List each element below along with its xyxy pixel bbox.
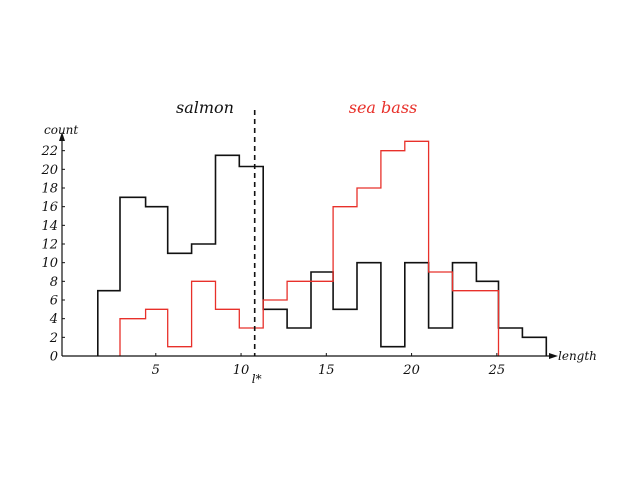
class-label-salmon: salmon [176, 98, 234, 117]
y-tick-label: 8 [50, 275, 58, 290]
histogram-bar [239, 328, 263, 356]
histogram-bar [453, 291, 477, 356]
histogram-bar [216, 155, 240, 356]
histogram-bar [405, 263, 429, 356]
y-tick-label: 12 [41, 238, 58, 253]
histogram-bar [120, 197, 146, 356]
histogram-outline [97, 154, 548, 356]
y-tick-label: 4 [49, 312, 58, 327]
x-axis-arrowhead [549, 353, 558, 359]
y-tick-label: 22 [40, 144, 58, 159]
histogram-bar [499, 328, 523, 356]
y-tick-label: 10 [41, 256, 58, 271]
y-tick-label: 14 [41, 219, 58, 234]
histogram-bar [381, 347, 405, 356]
x-tick-label: 20 [402, 363, 420, 378]
histogram-bar [168, 253, 192, 356]
histogram-bar [192, 244, 216, 356]
y-axis-label: count [44, 123, 78, 137]
histogram-bar [333, 309, 357, 356]
histogram-bar [405, 141, 429, 356]
y-tick-label: 2 [49, 331, 58, 346]
series-salmon [97, 154, 548, 356]
histogram-bar [381, 151, 405, 356]
histogram-outline [119, 140, 500, 356]
histogram-bar [476, 291, 498, 356]
histogram-bar [263, 300, 287, 356]
histogram-bar [168, 347, 192, 356]
histogram-bar [98, 291, 120, 356]
series-sea-bass [119, 140, 500, 356]
histogram-bar [146, 309, 168, 356]
bars-layer [97, 140, 548, 356]
y-axis-arrowhead [59, 132, 65, 141]
x-tick-label: 10 [233, 363, 250, 378]
y-tick-label: 16 [41, 200, 58, 215]
axes-layer [59, 132, 558, 359]
histogram-bar [429, 328, 453, 356]
class-label-sea-bass: sea bass [349, 98, 418, 117]
histogram-bar [357, 263, 381, 356]
y-tick-label: 6 [50, 294, 58, 309]
ticks-layer: 0 2 4 6 8 10 12 14 16 18 20 22 5 10 15 20 25 [40, 144, 505, 378]
histogram-bar [522, 337, 546, 356]
x-tick-label: 25 [488, 363, 506, 378]
histogram-bar [476, 281, 498, 356]
histogram-bar [311, 272, 333, 356]
histogram-bar [333, 207, 357, 356]
x-axis-label: length [558, 349, 597, 363]
histogram-bar [263, 309, 287, 356]
x-tick-label: 5 [152, 363, 160, 378]
histogram-bar [192, 281, 216, 356]
y-tick-label: 0 [50, 350, 58, 365]
histogram-bar [146, 207, 168, 356]
threshold-label: l* [252, 372, 262, 386]
y-tick-label: 18 [41, 182, 58, 197]
histogram-bar [120, 319, 146, 356]
y-tick-label: 20 [40, 163, 58, 178]
histogram-bar [357, 188, 381, 356]
histogram-bar [287, 281, 311, 356]
histogram-bar [311, 281, 333, 356]
histogram-bar [287, 328, 311, 356]
histogram-bar [216, 309, 240, 356]
x-tick-label: 15 [318, 363, 335, 378]
histogram-bar [453, 263, 477, 356]
histogram-bar [429, 272, 453, 356]
